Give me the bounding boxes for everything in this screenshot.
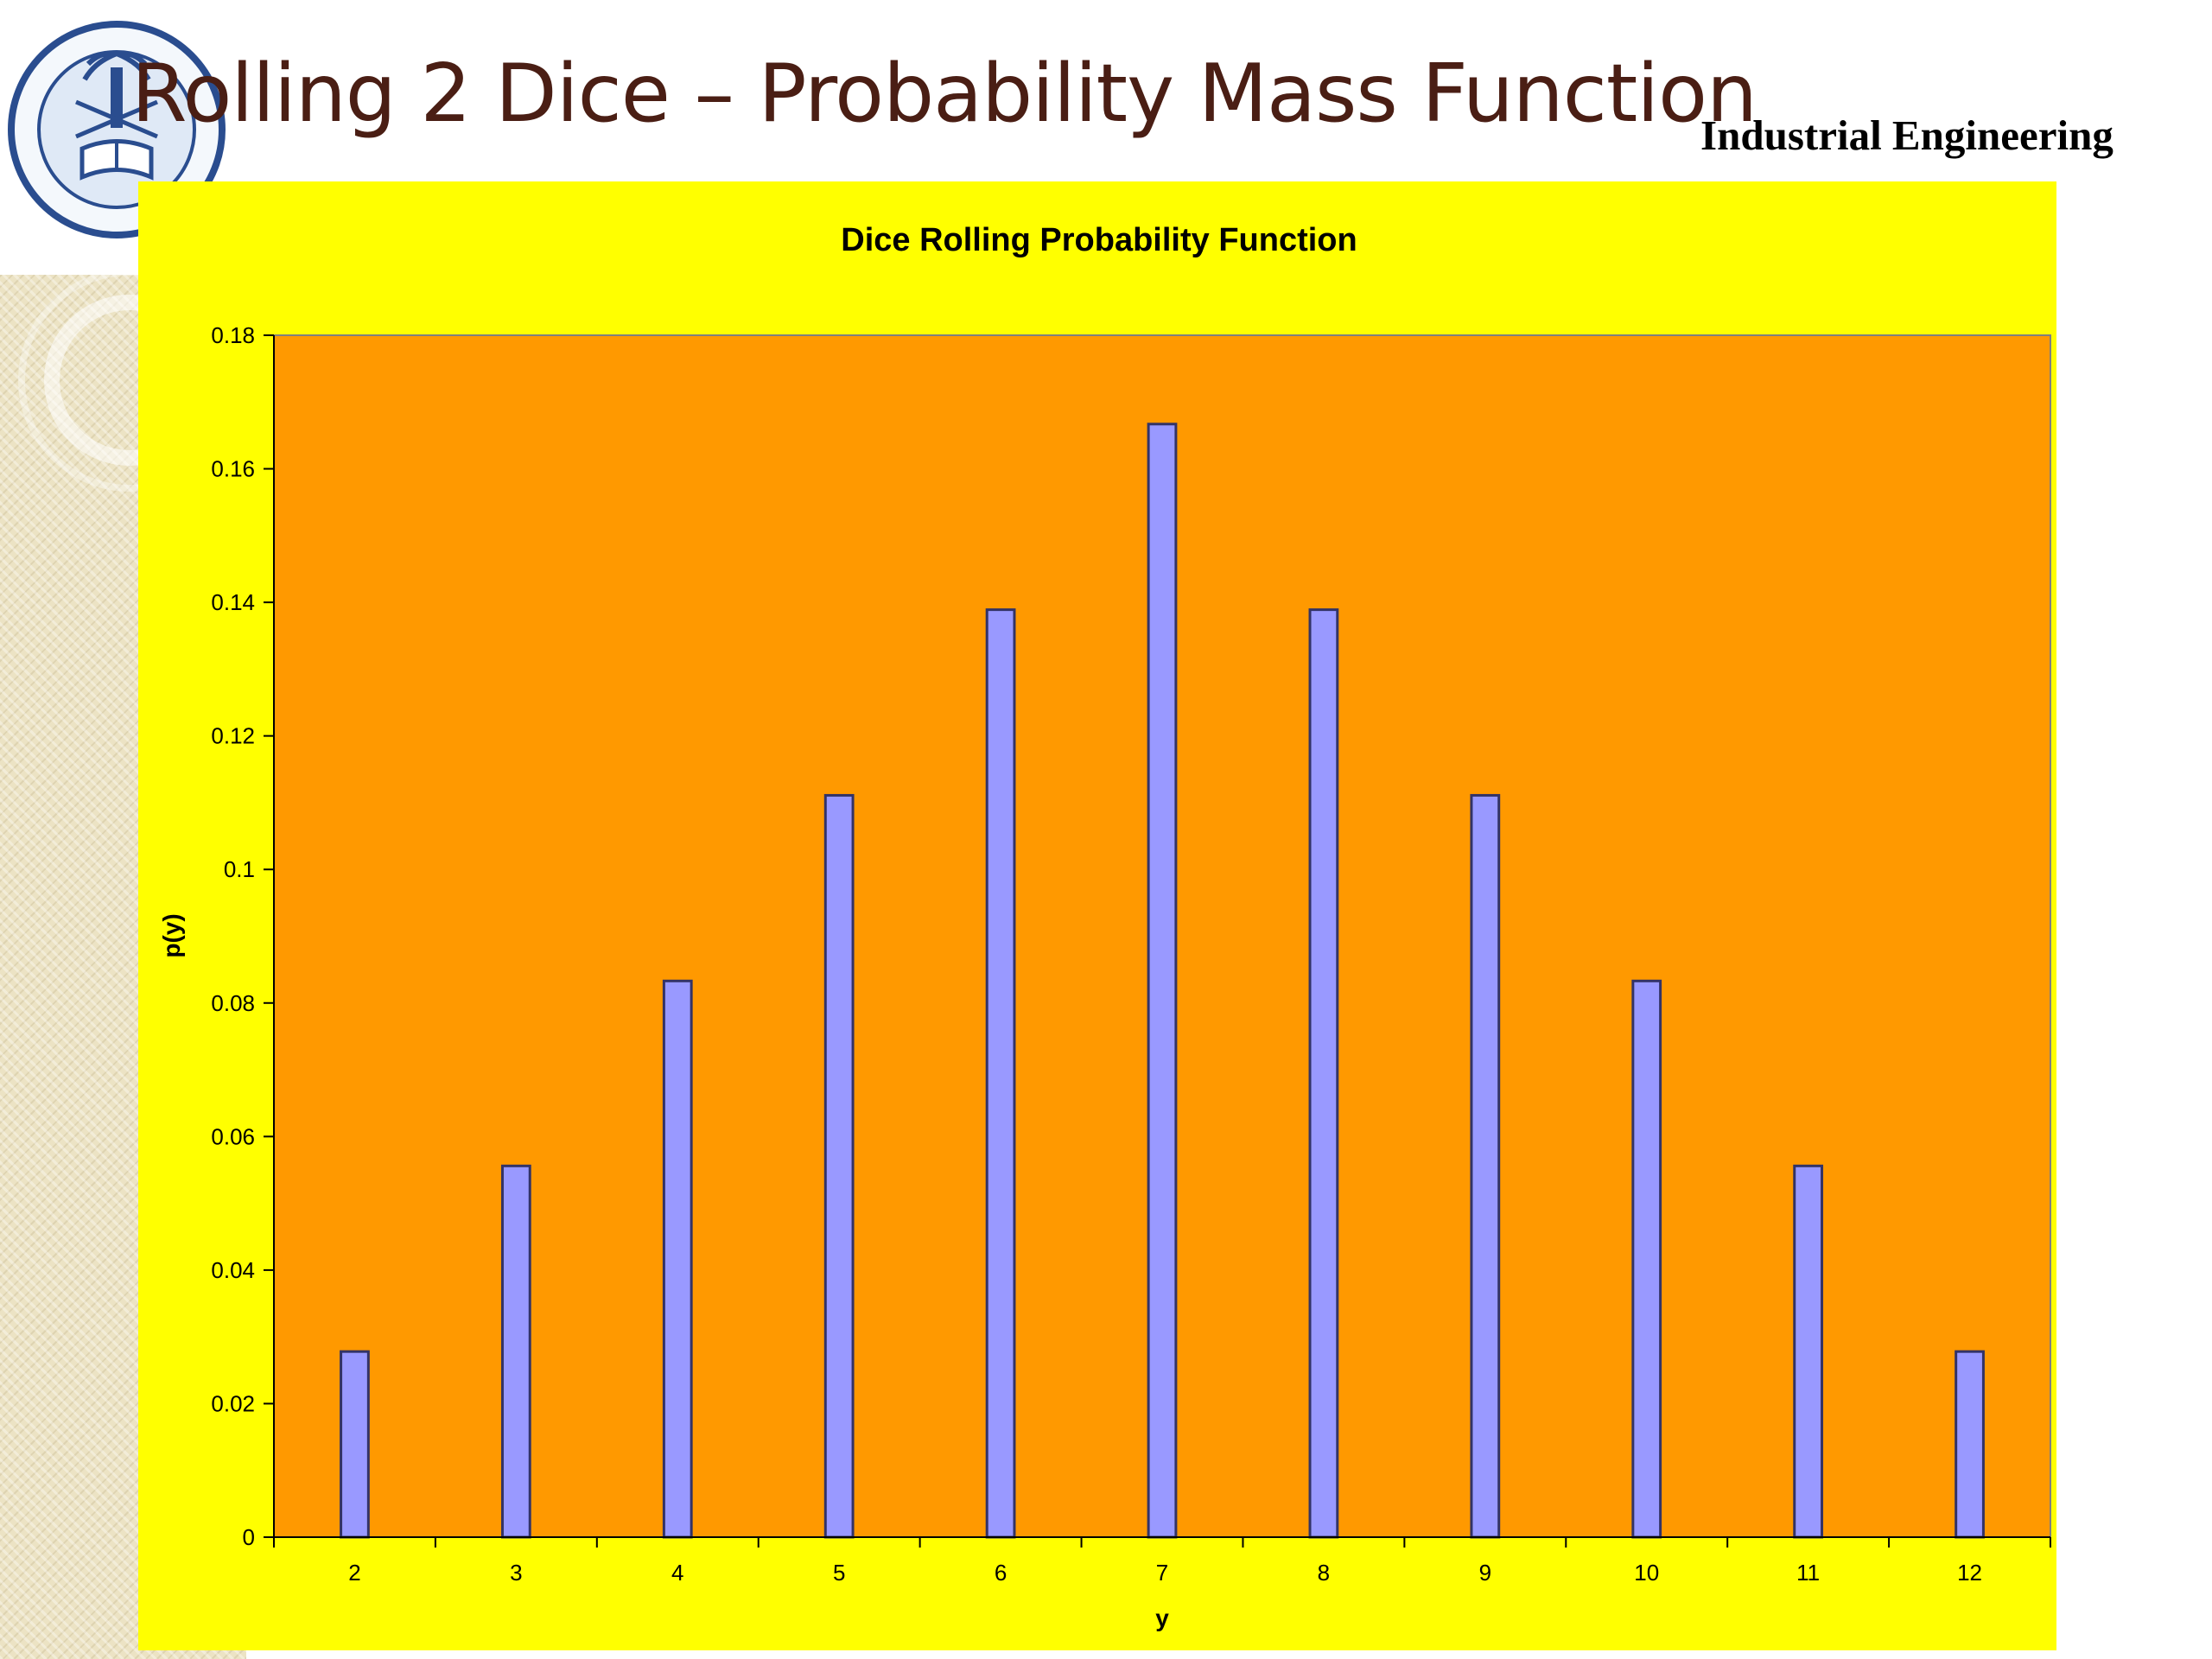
bar-10 <box>1631 979 1662 1539</box>
x-axis-title: y <box>1155 1605 1169 1631</box>
x-tick-label: 9 <box>1479 1560 1491 1586</box>
bar-8 <box>1308 608 1339 1539</box>
y-tick-label: 0.02 <box>211 1390 255 1416</box>
axes-group <box>264 334 2051 1548</box>
bar-9 <box>1470 793 1501 1539</box>
y-tick-label: 0.12 <box>211 723 255 749</box>
department-label: Industrial Engineering <box>1700 111 2113 159</box>
bar-3 <box>500 1164 531 1539</box>
chart-area: Dice Rolling Probability Function 0 0.02 0… <box>138 181 2056 1650</box>
bar-6 <box>985 608 1016 1539</box>
y-tick-label: 0.06 <box>211 1123 255 1149</box>
bar-chart: Dice Rolling Probability Function 00.020… <box>158 222 2051 1631</box>
y-axis-title: p(y) <box>158 913 185 957</box>
bar-4 <box>662 979 693 1539</box>
slide-title: Rolling 2 Dice – Probability Mass Functi… <box>131 47 1758 140</box>
x-tick-label: 8 <box>1318 1560 1330 1586</box>
bar-12 <box>1955 1350 1985 1539</box>
chart-title: Dice Rolling Probability Function <box>841 222 1357 258</box>
x-tick-label: 10 <box>1634 1560 1659 1586</box>
y-tick-label: 0.18 <box>211 322 255 348</box>
y-tick-labels: 0 0.02 0.04 0.06 0.08 0.1 0.12 0.14 0.16 0.18 <box>211 322 255 1550</box>
y-tick-label: 0.16 <box>211 456 255 482</box>
x-tick-labels: 2 3 4 5 6 7 8 9 10 11 12 <box>348 1560 1982 1586</box>
x-tick-label: 5 <box>833 1560 845 1586</box>
x-tick-label: 3 <box>510 1560 522 1586</box>
y-tick-label: 0.04 <box>211 1257 255 1283</box>
y-tick-label: 0 <box>243 1524 255 1550</box>
bar-2 <box>340 1350 370 1539</box>
x-tick-label: 2 <box>348 1560 360 1586</box>
x-tick-label: 7 <box>1156 1560 1168 1586</box>
y-tick-label: 0.08 <box>211 990 255 1016</box>
x-tick-label: 11 <box>1796 1560 1820 1586</box>
x-tick-label: 12 <box>1957 1560 1982 1586</box>
bar-5 <box>823 793 855 1539</box>
x-tick-label: 6 <box>995 1560 1007 1586</box>
y-tick-label: 0.1 <box>224 856 255 882</box>
y-tick-label: 0.14 <box>211 589 255 615</box>
bar-11 <box>1793 1164 1824 1539</box>
bar-7 <box>1147 423 1178 1539</box>
x-tick-label: 4 <box>671 1560 683 1586</box>
